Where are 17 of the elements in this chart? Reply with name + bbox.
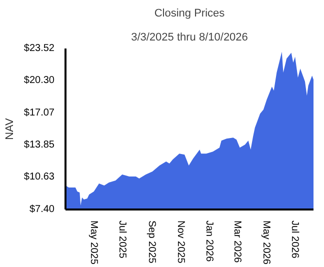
- y-tick-label: $23.52: [24, 43, 55, 54]
- x-tick-label: Jul 2026: [289, 220, 300, 259]
- y-tick-label: $10.63: [24, 172, 55, 183]
- y-axis-title: NAV: [4, 117, 16, 140]
- y-tick-label: $13.85: [24, 140, 55, 151]
- x-tick-label: May 2025: [88, 220, 99, 265]
- x-tick-label: May 2026: [260, 220, 272, 265]
- y-tick-label: $20.30: [24, 75, 55, 86]
- chart-title: Closing Prices: [154, 8, 226, 20]
- x-tick-label: Jan 2026: [204, 220, 215, 262]
- x-tick-label: Mar 2026: [231, 220, 242, 264]
- x-tick-label: Nov 2025: [174, 220, 186, 264]
- x-tick-label: Sep 2025: [146, 220, 157, 264]
- y-tick-label: $17.07: [24, 107, 55, 118]
- chart-subtitle: 3/3/2025 thru 8/10/2026: [131, 32, 248, 44]
- x-tick-label: Jul 2025: [116, 220, 128, 259]
- y-tick-label: $7.40: [29, 204, 55, 215]
